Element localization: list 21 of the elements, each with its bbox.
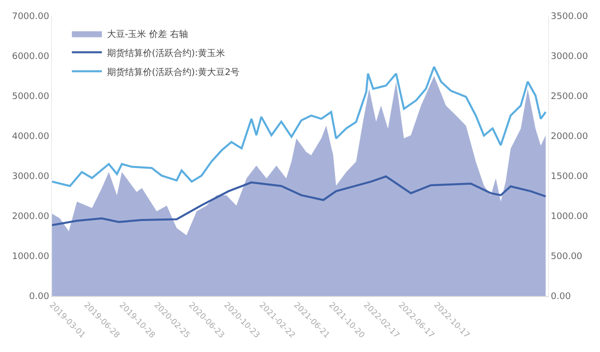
y-tick-label: 6000.00 xyxy=(12,52,50,62)
line-series xyxy=(52,66,547,187)
legend-label: 大豆-玉米 价差 右轴 xyxy=(106,28,188,40)
y-tick-label: 3000.00 xyxy=(12,172,50,182)
y-tick-label: 1000.00 xyxy=(12,252,50,262)
y-tick-label: 0.00 xyxy=(29,292,50,302)
y2-tick-label: 500.00 xyxy=(550,252,583,262)
y2-tick-label: 1000.00 xyxy=(550,212,588,222)
y-tick-label: 4000.00 xyxy=(12,132,50,142)
y2-tick-label: 3500.00 xyxy=(550,12,588,22)
legend-label: 期货结算价(活跃合约):黄玉米 xyxy=(106,48,225,59)
y2-tick-label: 2000.00 xyxy=(550,132,588,142)
y2-tick-label: 1500.00 xyxy=(550,172,588,182)
y-tick-label: 7000.00 xyxy=(12,12,50,22)
line-series xyxy=(52,175,547,226)
y-tick-label: 5000.00 xyxy=(12,92,50,102)
y2-tick-label: 2500.00 xyxy=(550,92,588,102)
y-tick-label: 2000.00 xyxy=(12,212,50,222)
y2-tick-label: 3000.00 xyxy=(550,52,588,62)
y2-tick-label: 0.00 xyxy=(550,292,572,302)
legend-label: 期货结算价(活跃合约):黄大豆2号 xyxy=(106,66,240,78)
